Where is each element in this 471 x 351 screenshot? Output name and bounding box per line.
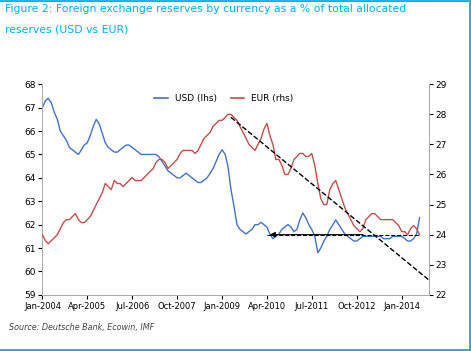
Text: Source: Deutsche Bank, Ecowin, IMF: Source: Deutsche Bank, Ecowin, IMF: [9, 323, 154, 332]
Legend: USD (lhs), EUR (rhs): USD (lhs), EUR (rhs): [151, 91, 297, 107]
Text: reserves (USD vs EUR): reserves (USD vs EUR): [5, 25, 128, 34]
Text: Figure 2: Foreign exchange reserves by currency as a % of total allocated: Figure 2: Foreign exchange reserves by c…: [5, 4, 406, 13]
